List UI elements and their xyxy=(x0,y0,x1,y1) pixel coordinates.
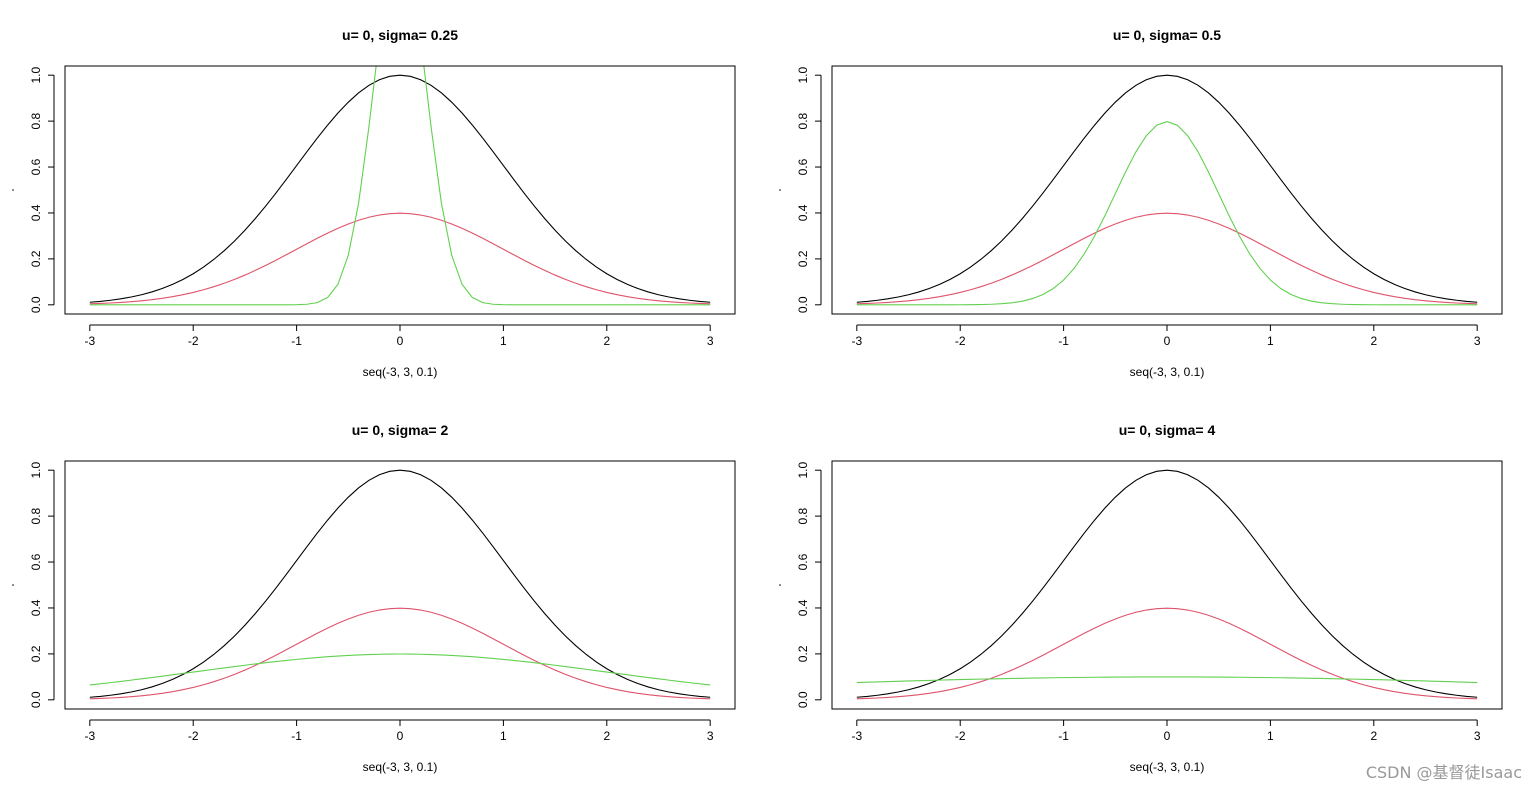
x-tick-label: 2 xyxy=(603,729,610,743)
series-line-green xyxy=(89,66,711,306)
y-tick-label: 0.2 xyxy=(29,250,43,267)
x-tick-label: 3 xyxy=(1474,334,1481,348)
series-line-red xyxy=(856,212,1478,305)
x-axis-label: seq(-3, 3, 0.1) xyxy=(1130,365,1205,379)
x-tick-label: -1 xyxy=(1058,334,1069,348)
y-tick-label: 0.4 xyxy=(796,599,810,616)
y-tick-label: 0.8 xyxy=(796,507,810,524)
x-tick-label: -2 xyxy=(188,334,199,348)
x-tick-label: -1 xyxy=(291,334,302,348)
x-tick-label: 0 xyxy=(1164,334,1171,348)
y-tick-label: 0.2 xyxy=(796,645,810,662)
x-tick-label: 0 xyxy=(397,729,404,743)
x-tick-label: 1 xyxy=(1267,334,1274,348)
x-tick-label: 1 xyxy=(1267,729,1274,743)
x-tick-label: 3 xyxy=(707,729,714,743)
series-line-black xyxy=(89,74,711,303)
y-tick-label: 1.0 xyxy=(29,462,43,479)
y-tick-label: 0.0 xyxy=(29,691,43,708)
chart-title: u= 0, sigma= 0.5 xyxy=(1113,27,1221,43)
y-tick-label: 0.4 xyxy=(29,204,43,221)
series-line-red xyxy=(856,607,1478,700)
y-tick-label: 0.6 xyxy=(29,553,43,570)
y-axis-label-dot xyxy=(779,189,781,191)
chart-title: u= 0, sigma= 0.25 xyxy=(342,27,458,43)
y-tick-label: 0.4 xyxy=(29,599,43,616)
series-line-green xyxy=(856,676,1478,684)
watermark: CSDN @基督徒Isaac xyxy=(1365,763,1522,782)
series-line-red xyxy=(89,607,711,700)
series-line-red xyxy=(89,212,711,305)
x-tick-label: 2 xyxy=(1370,729,1377,743)
series-line-green xyxy=(856,121,1478,306)
y-tick-label: 1.0 xyxy=(796,67,810,84)
y-tick-label: 0.6 xyxy=(796,553,810,570)
y-tick-label: 0.6 xyxy=(796,158,810,175)
plot-frame xyxy=(64,460,736,710)
x-tick-label: 2 xyxy=(1370,334,1377,348)
y-tick-label: 0.0 xyxy=(796,296,810,313)
y-tick-label: 0.8 xyxy=(29,507,43,524)
x-axis-label: seq(-3, 3, 0.1) xyxy=(363,365,438,379)
chart-title: u= 0, sigma= 4 xyxy=(1119,422,1216,438)
y-tick-label: 0.8 xyxy=(796,112,810,129)
y-tick-label: 0.2 xyxy=(29,645,43,662)
x-tick-label: 1 xyxy=(500,729,507,743)
x-tick-label: -1 xyxy=(291,729,302,743)
y-tick-label: 0.2 xyxy=(796,250,810,267)
plot-frame xyxy=(831,65,1503,315)
x-tick-label: -3 xyxy=(84,334,95,348)
y-tick-label: 1.0 xyxy=(29,67,43,84)
series-line-black xyxy=(89,469,711,698)
x-tick-label: 2 xyxy=(603,334,610,348)
plot-frame xyxy=(64,65,736,315)
y-tick-label: 1.0 xyxy=(796,462,810,479)
x-tick-label: 1 xyxy=(500,334,507,348)
x-tick-label: -3 xyxy=(84,729,95,743)
series-line-green xyxy=(89,653,711,686)
chart-panel-2: u= 0, sigma= 0.5 -3 -2 -1 0 1 2 3 0.0 0.2 0.4 0.6 0.… xyxy=(779,27,1503,379)
plot-frame xyxy=(831,460,1503,710)
x-tick-label: -3 xyxy=(851,334,862,348)
y-tick-label: 0.0 xyxy=(29,296,43,313)
y-axis-label-dot xyxy=(779,584,781,586)
y-axis-label-dot xyxy=(12,584,14,586)
x-tick-label: 0 xyxy=(397,334,404,348)
x-tick-label: -3 xyxy=(851,729,862,743)
series-line-black xyxy=(856,469,1478,698)
x-tick-label: -2 xyxy=(188,729,199,743)
y-axis-label-dot xyxy=(12,189,14,191)
y-tick-label: 0.4 xyxy=(796,204,810,221)
y-tick-label: 0.0 xyxy=(796,691,810,708)
y-tick-label: 0.6 xyxy=(29,158,43,175)
chart-panel-3: u= 0, sigma= 2 -3 -2 -1 0 1 2 3 0.0 0.2 0.4 0.6 0.8 1… xyxy=(12,422,736,774)
series-line-black xyxy=(856,74,1478,303)
x-tick-label: 0 xyxy=(1164,729,1171,743)
x-tick-label: -2 xyxy=(955,334,966,348)
x-tick-label: -1 xyxy=(1058,729,1069,743)
x-tick-label: 3 xyxy=(707,334,714,348)
y-tick-label: 0.8 xyxy=(29,112,43,129)
x-tick-label: 3 xyxy=(1474,729,1481,743)
x-axis-label: seq(-3, 3, 0.1) xyxy=(363,760,438,774)
x-tick-label: -2 xyxy=(955,729,966,743)
chart-panel-4: u= 0, sigma= 4 -3 -2 -1 0 1 2 3 0.0 0.2 0.4 0.6 0.8 1… xyxy=(779,422,1503,774)
chart-title: u= 0, sigma= 2 xyxy=(352,422,449,438)
x-axis-label: seq(-3, 3, 0.1) xyxy=(1130,760,1205,774)
chart-panel-1: u= 0, sigma= 0.25 -3 -2 -1 0 1 2 3 0.0 0.2 0.4 0.6 0… xyxy=(12,27,736,379)
